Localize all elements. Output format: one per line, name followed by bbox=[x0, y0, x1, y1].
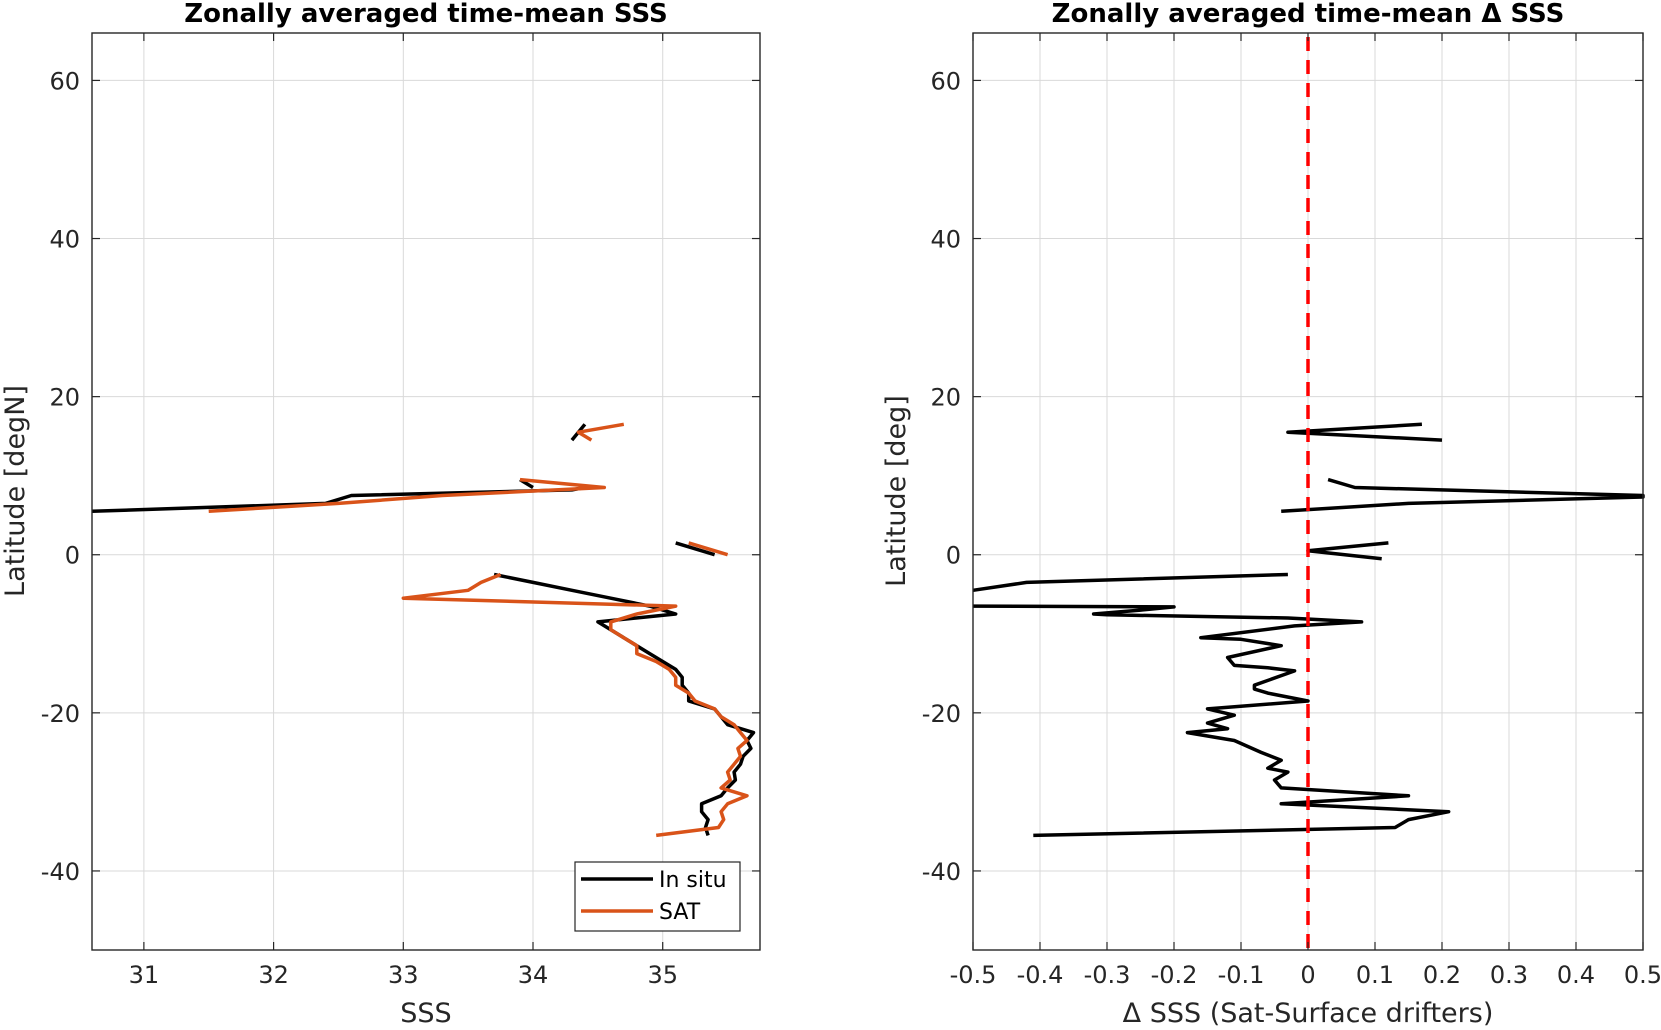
right-x-tick-label: -0.5 bbox=[950, 961, 997, 989]
right-x-tick-label: 0.3 bbox=[1490, 961, 1528, 989]
left-x-tick-label: 34 bbox=[518, 961, 549, 989]
left-y-axis-label: Latitude [degN] bbox=[0, 385, 31, 597]
left-chart-title: Zonally averaged time-mean SSS bbox=[184, 0, 668, 29]
right-series-0-line bbox=[972, 572, 1288, 593]
left-x-axis-label: SSS bbox=[400, 998, 451, 1026]
left-axes-box bbox=[91, 32, 761, 951]
left-y-tick-label: 40 bbox=[49, 226, 80, 254]
right-chart-title: Zonally averaged time-mean Δ SSS bbox=[1052, 0, 1565, 29]
left-chart-panel: 31 32 33 34 35 -40 -20 0 20 40 60 Zonally averaged… bbox=[0, 0, 761, 1029]
right-y-tick-label: 40 bbox=[930, 226, 961, 254]
right-series-0-line bbox=[972, 604, 1451, 838]
left-y-tick-label: -40 bbox=[41, 858, 80, 886]
right-y-tick-label: 60 bbox=[930, 67, 961, 95]
legend-box bbox=[574, 861, 741, 932]
right-y-tick-label: -40 bbox=[922, 858, 961, 886]
right-y-axis-label: Latitude [deg] bbox=[881, 395, 912, 587]
left-series bbox=[91, 422, 756, 838]
right-x-tick-label: 0.4 bbox=[1557, 961, 1595, 989]
right-x-tick-label: 0.5 bbox=[1624, 961, 1661, 989]
right-y-tick-label: 20 bbox=[930, 384, 961, 412]
left-x-tick-label: 32 bbox=[258, 961, 289, 989]
right-x-tick-label: -0.4 bbox=[1017, 961, 1064, 989]
left-x-tick-label: 35 bbox=[647, 961, 678, 989]
legend-label-sat: SAT bbox=[659, 900, 701, 925]
left-y-tick-label: 60 bbox=[49, 67, 80, 95]
right-y-tick-label: 0 bbox=[946, 542, 961, 570]
left-y-tick-label: -20 bbox=[41, 700, 80, 728]
left-series-sat-line bbox=[576, 422, 625, 442]
left-ticks: 31 32 33 34 35 -40 -20 0 20 40 60 bbox=[41, 33, 760, 989]
right-series-0-line bbox=[1286, 422, 1443, 442]
right-x-tick-label: -0.2 bbox=[1151, 961, 1198, 989]
legend: In situ SAT bbox=[574, 861, 741, 932]
right-ticks: -0.5 -0.4 -0.3 -0.2 -0.1 0 0.1 0.2 0.3 0.4 0.5 -40 -… bbox=[922, 33, 1661, 989]
right-x-axis-label: Δ SSS (Sat-Surface drifters) bbox=[1123, 998, 1494, 1026]
left-series-sat-line bbox=[688, 541, 729, 557]
right-x-tick-label: 0.1 bbox=[1356, 961, 1394, 989]
left-grid bbox=[92, 33, 760, 950]
left-series-sat-line bbox=[401, 572, 749, 838]
right-x-tick-label: -0.3 bbox=[1084, 961, 1131, 989]
left-y-tick-label: 20 bbox=[49, 384, 80, 412]
left-x-tick-label: 31 bbox=[129, 961, 160, 989]
right-y-tick-label: -20 bbox=[922, 700, 961, 728]
legend-label-insitu: In situ bbox=[659, 868, 727, 893]
left-series-in-situ-line bbox=[675, 541, 716, 557]
left-series-sat-line bbox=[208, 477, 607, 514]
right-x-tick-label: 0.2 bbox=[1423, 961, 1461, 989]
left-y-tick-label: 0 bbox=[65, 542, 80, 570]
left-x-tick-label: 33 bbox=[388, 961, 419, 989]
right-x-tick-label: 0 bbox=[1300, 961, 1315, 989]
right-x-tick-label: -0.1 bbox=[1218, 961, 1265, 989]
right-chart-panel: -0.5 -0.4 -0.3 -0.2 -0.1 0 0.1 0.2 0.3 0.4 0.5 -40 -… bbox=[881, 0, 1661, 1029]
